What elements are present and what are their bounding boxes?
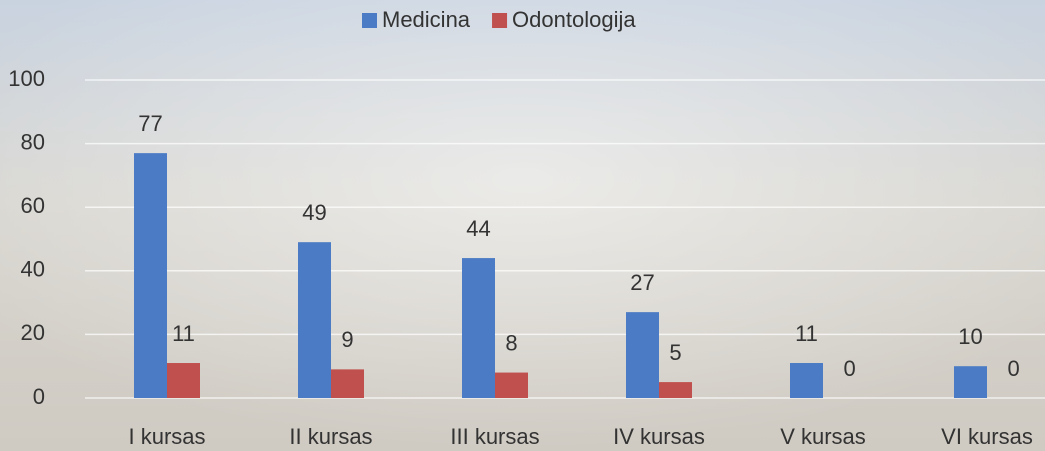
y-tick-label: 60: [21, 193, 45, 218]
x-tick-label: I kursas: [128, 424, 205, 449]
legend-label: Odontologija: [512, 7, 636, 32]
bar: [626, 312, 659, 398]
x-tick-label: IV kursas: [613, 424, 705, 449]
legend-swatch: [492, 13, 508, 28]
value-label: 27: [630, 270, 654, 295]
x-tick-label: V kursas: [780, 424, 866, 449]
value-label: 9: [341, 327, 353, 352]
value-label: 5: [669, 340, 681, 365]
bar: [167, 363, 200, 398]
value-label: 44: [466, 216, 490, 241]
bar: [790, 363, 823, 398]
value-label: 11: [795, 321, 818, 346]
bar: [659, 382, 692, 398]
value-label: 10: [958, 324, 982, 349]
y-tick-label: 40: [21, 257, 45, 282]
value-label: 0: [1008, 356, 1020, 381]
y-tick-label: 100: [8, 66, 45, 91]
x-tick-label: VI kursas: [941, 424, 1033, 449]
value-label: 8: [505, 330, 517, 355]
bar: [134, 153, 167, 398]
bar: [298, 242, 331, 398]
legend-label: Medicina: [382, 7, 471, 32]
value-label: 0: [844, 356, 856, 381]
y-tick-label: 20: [21, 320, 45, 345]
legend-swatch: [362, 13, 377, 28]
bar: [462, 258, 495, 398]
y-tick-label: 80: [21, 129, 45, 154]
bar: [331, 369, 364, 398]
bar: [954, 366, 987, 398]
x-tick-label: III kursas: [450, 424, 539, 449]
y-tick-label: 0: [33, 384, 45, 409]
value-label: 49: [302, 200, 326, 225]
value-label: 11: [172, 321, 195, 346]
bar: [495, 372, 528, 398]
value-label: 77: [138, 111, 162, 136]
x-tick-label: II kursas: [289, 424, 372, 449]
